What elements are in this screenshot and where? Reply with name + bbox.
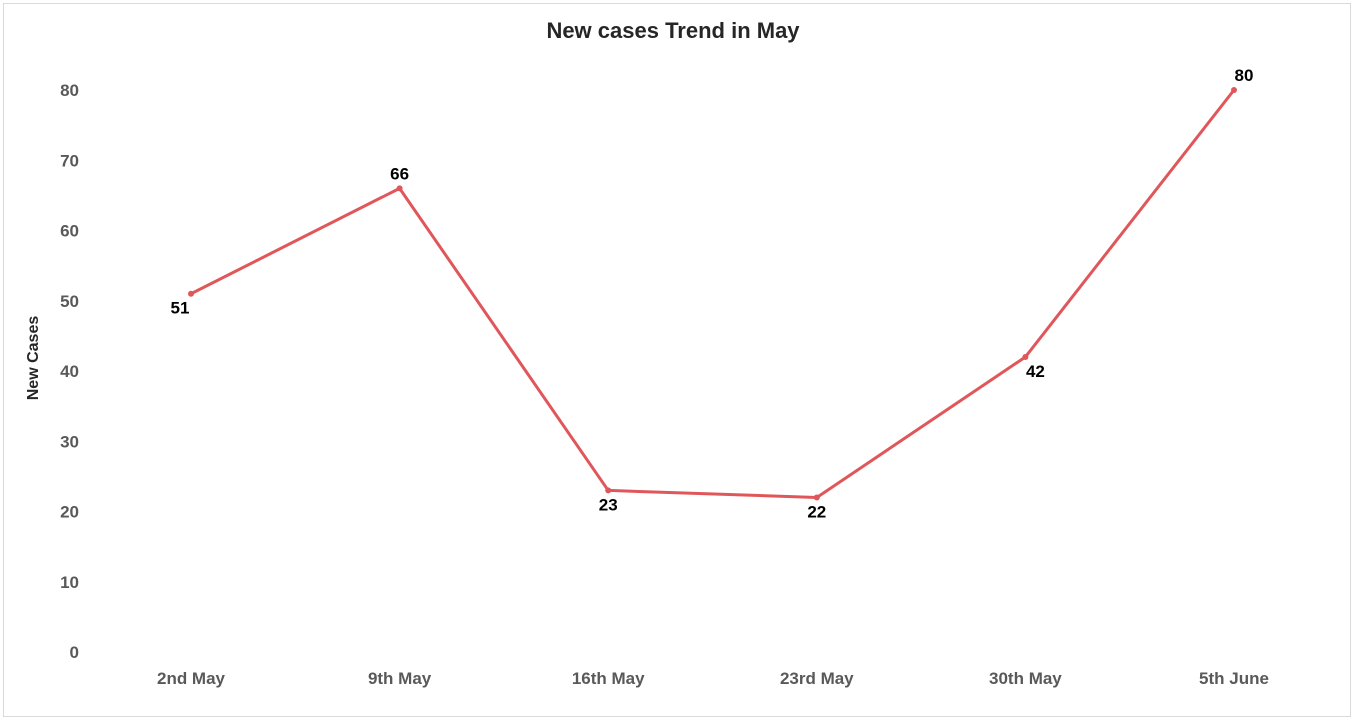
data-point <box>1231 87 1237 93</box>
x-tick-label: 16th May <box>572 669 645 688</box>
data-point <box>396 185 403 192</box>
x-tick-label: 9th May <box>368 669 432 688</box>
x-tick-label: 23rd May <box>780 669 854 688</box>
data-point <box>1022 353 1029 360</box>
y-tick-label: 70 <box>60 151 79 170</box>
data-label: 80 <box>1235 66 1254 85</box>
data-label: 51 <box>171 299 190 318</box>
y-axis-ticks: 0 10 20 30 40 50 60 70 80 <box>60 81 79 662</box>
x-tick-label: 5th June <box>1199 669 1269 688</box>
data-label: 23 <box>599 495 618 514</box>
y-tick-label: 50 <box>60 292 79 311</box>
data-label: 66 <box>390 164 409 183</box>
data-point <box>605 487 612 494</box>
data-label: 42 <box>1026 362 1045 381</box>
y-tick-label: 30 <box>60 432 79 451</box>
series-layer <box>188 87 1237 501</box>
data-label: 22 <box>807 502 826 521</box>
y-tick-label: 10 <box>60 573 79 592</box>
y-tick-label: 40 <box>60 362 79 381</box>
data-point <box>813 494 820 501</box>
x-tick-label: 2nd May <box>157 669 226 688</box>
data-point <box>188 290 194 297</box>
y-tick-label: 80 <box>60 81 79 100</box>
x-axis-ticks: 2nd May 9th May 16th May 23rd May 30th May 5t… <box>157 669 1269 688</box>
data-labels: 51 66 23 22 42 80 <box>171 66 1254 521</box>
y-tick-label: 0 <box>70 643 79 662</box>
y-axis-label: New Cases <box>25 316 42 401</box>
x-tick-label: 30th May <box>989 669 1062 688</box>
chart-frame <box>3 3 1351 717</box>
y-tick-label: 60 <box>60 222 79 241</box>
series-line <box>189 88 1236 499</box>
chart-title: New cases Trend in May <box>546 18 800 43</box>
y-tick-label: 20 <box>60 503 79 522</box>
